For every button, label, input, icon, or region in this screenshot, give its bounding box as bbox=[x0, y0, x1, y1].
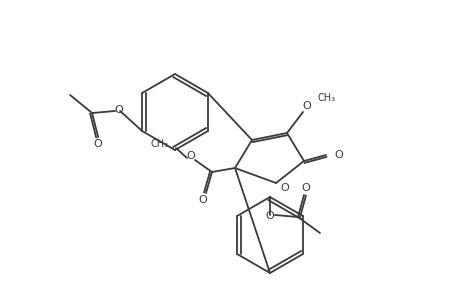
Text: CH₃: CH₃ bbox=[317, 93, 336, 103]
Text: O: O bbox=[301, 183, 310, 193]
Text: O: O bbox=[94, 139, 102, 149]
Text: O: O bbox=[302, 101, 311, 111]
Text: O: O bbox=[333, 150, 342, 160]
Text: O: O bbox=[280, 183, 288, 193]
Text: O: O bbox=[198, 195, 207, 205]
Text: O: O bbox=[114, 105, 123, 115]
Text: O: O bbox=[265, 211, 274, 221]
Text: O: O bbox=[186, 151, 195, 161]
Text: CH₃: CH₃ bbox=[151, 139, 168, 149]
